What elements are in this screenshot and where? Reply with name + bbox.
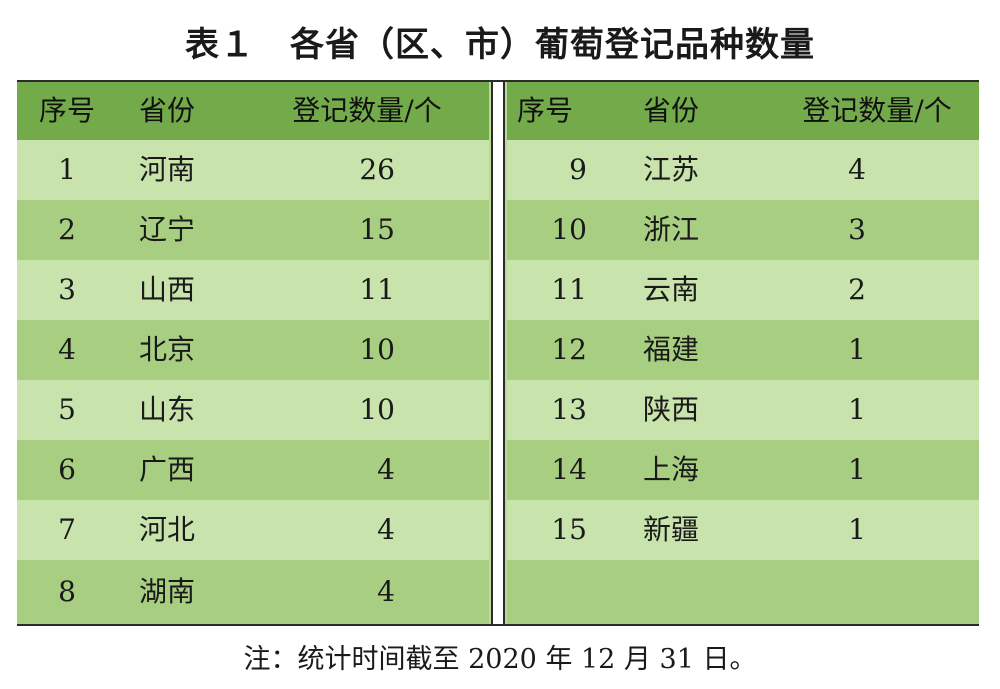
table-row: 5 山东 10 [17,380,489,440]
cell-seq: 8 [58,575,76,608]
cell-province: 云南 [643,273,700,306]
table-row: 1 河南 26 [17,140,489,200]
cell-count: 2 [848,273,866,306]
cell-seq: 7 [58,513,76,546]
table-title: 表１ 各省（区、市）葡萄登记品种数量 [185,25,815,65]
cell-count: 4 [377,513,395,546]
cell-province: 江苏 [643,153,700,186]
cell-count: 1 [848,453,866,486]
cell-seq: 3 [58,273,76,306]
data-table: 序号 省份 登记数量/个 1 河南 26 2 辽宁 15 3 山西 11 4 北… [17,80,979,626]
table-row: 9 江苏 4 [507,140,979,200]
cell-province: 新疆 [643,513,700,546]
header-seq: 序号 [517,94,574,127]
table-divider [491,82,505,624]
cell-seq: 9 [569,153,587,186]
cell-province: 浙江 [643,213,700,246]
header-province: 省份 [643,94,700,127]
table-row: 11 云南 2 [507,260,979,320]
cell-province: 陕西 [643,393,700,426]
header-count: 登记数量/个 [802,94,952,127]
cell-province: 福建 [643,333,700,366]
cell-seq: 12 [551,333,587,366]
cell-count: 4 [377,453,395,486]
cell-province: 湖南 [139,575,196,608]
cell-seq: 4 [58,333,76,366]
cell-province: 山西 [139,273,196,306]
table-row: 8 湖南 4 [17,560,489,624]
table-header-row: 序号 省份 登记数量/个 [507,82,979,140]
cell-seq: 1 [58,153,76,186]
cell-seq: 14 [551,453,587,486]
cell-count: 15 [359,213,395,246]
header-province: 省份 [139,94,196,127]
cell-seq: 2 [58,213,76,246]
table-row: 15 新疆 1 [507,500,979,560]
header-count: 登记数量/个 [292,94,442,127]
cell-seq: 5 [58,393,76,426]
table-row: 2 辽宁 15 [17,200,489,260]
table-left-half: 序号 省份 登记数量/个 1 河南 26 2 辽宁 15 3 山西 11 4 北… [17,82,489,624]
cell-count: 26 [359,153,395,186]
table-row: 10 浙江 3 [507,200,979,260]
cell-count: 1 [848,333,866,366]
cell-seq: 6 [58,453,76,486]
cell-count: 10 [359,393,395,426]
cell-seq: 10 [551,213,587,246]
table-row: 12 福建 1 [507,320,979,380]
table-right-half: 序号 省份 登记数量/个 9 江苏 4 10 浙江 3 11 云南 2 12 福… [507,82,979,624]
table-row: 4 北京 10 [17,320,489,380]
cell-seq: 11 [551,273,587,306]
table-row: 14 上海 1 [507,440,979,500]
cell-province: 北京 [139,333,196,366]
cell-province: 上海 [643,453,700,486]
cell-count: 1 [848,393,866,426]
cell-seq: 15 [551,513,587,546]
table-row-empty [507,560,979,624]
cell-count: 3 [848,213,866,246]
cell-province: 辽宁 [139,213,196,246]
table-note: 注：统计时间截至 2020 年 12 月 31 日。 [243,644,757,675]
cell-count: 4 [848,153,866,186]
cell-count: 4 [377,575,395,608]
table-row: 13 陕西 1 [507,380,979,440]
table-row: 7 河北 4 [17,500,489,560]
cell-count: 10 [359,333,395,366]
table-row: 6 广西 4 [17,440,489,500]
cell-province: 山东 [139,393,196,426]
cell-count: 1 [848,513,866,546]
cell-seq: 13 [551,393,587,426]
table-row: 3 山西 11 [17,260,489,320]
cell-province: 广西 [139,453,196,486]
cell-province: 河南 [139,153,196,186]
cell-province: 河北 [139,513,196,546]
table-header-row: 序号 省份 登记数量/个 [17,82,489,140]
header-seq: 序号 [38,94,95,127]
cell-count: 11 [359,273,395,306]
